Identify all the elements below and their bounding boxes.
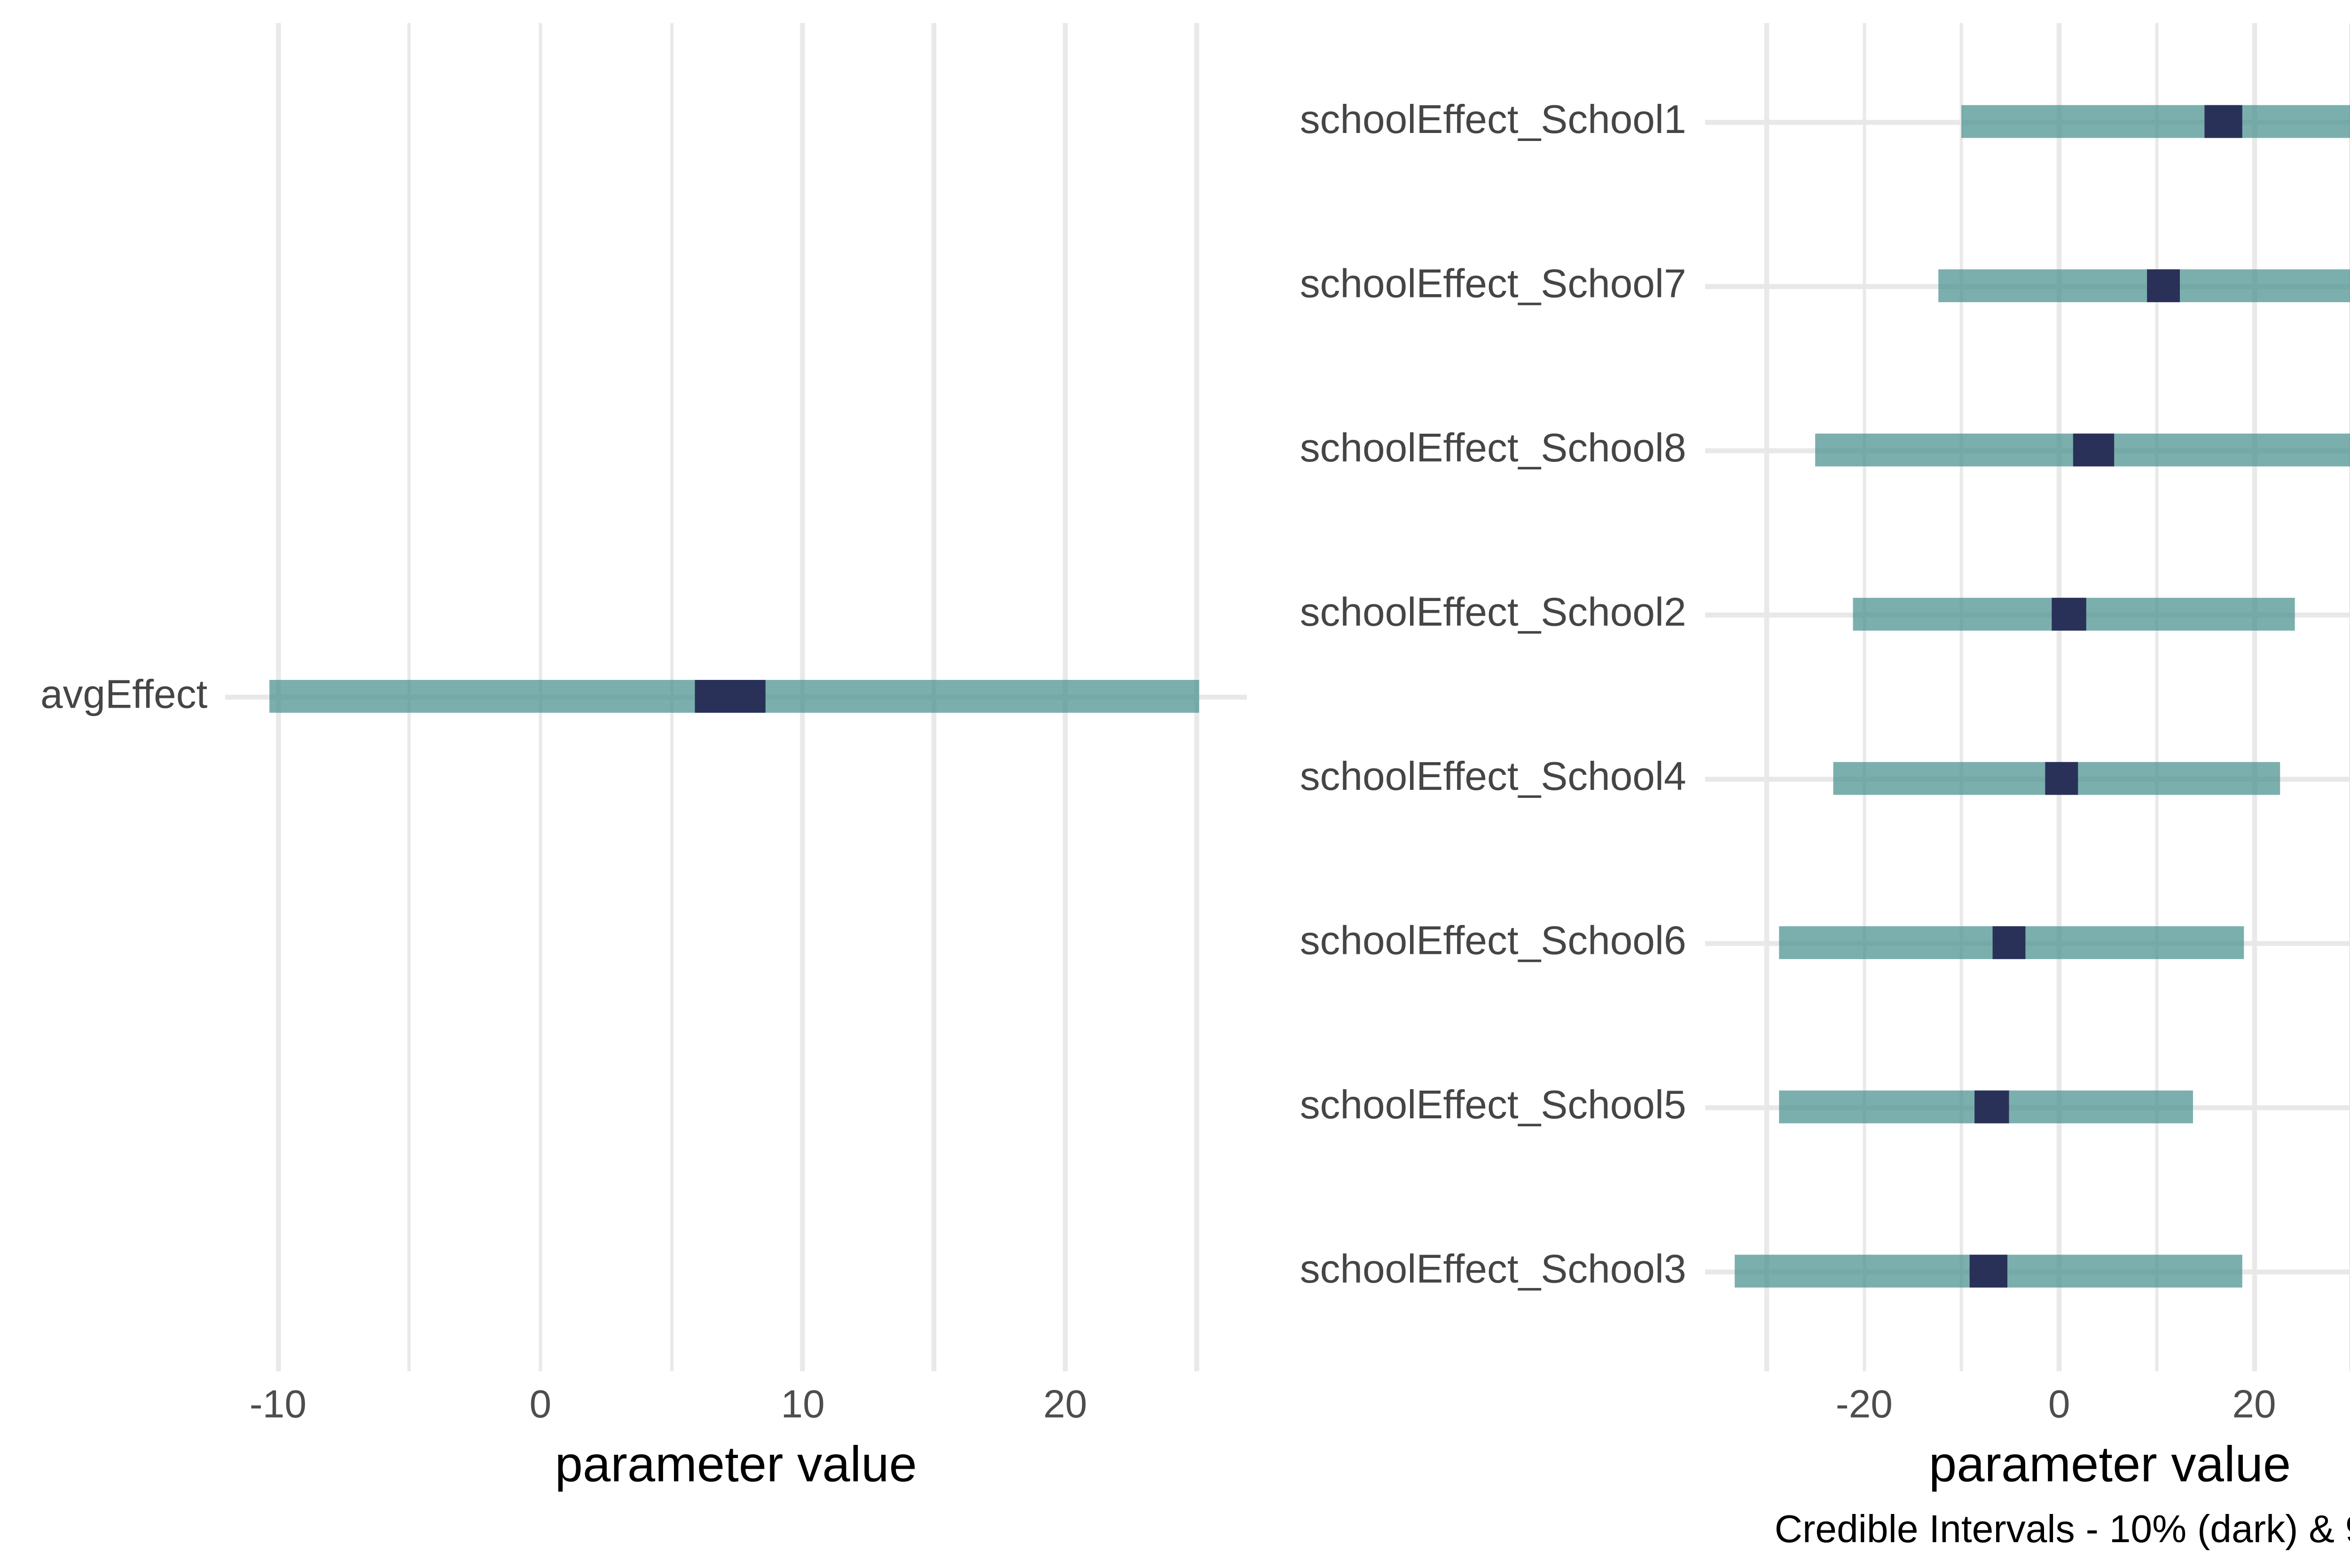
x-tick-label: 10 [781,1383,825,1428]
outer-interval-schoolEffect_School1 [1960,105,2350,139]
x-tick-label: 0 [529,1383,552,1428]
y-axis-label: schoolEffect_School7 [1300,263,1686,308]
x-tick-label: 0 [2048,1383,2070,1428]
inner-interval-schoolEffect_School4 [2045,762,2079,796]
gridline-x-0 [2057,23,2061,1371]
inner-interval-schoolEffect_School3 [1969,1255,2008,1288]
x-tick-label: -10 [249,1383,307,1428]
y-axis-label: schoolEffect_School6 [1300,920,1686,965]
gridline-x--20 [1862,23,1866,1371]
x-tick-label: -20 [1835,1383,1893,1428]
inner-interval-schoolEffect_School1 [2204,105,2242,139]
gridline-x--10 [1959,23,1964,1371]
inner-interval-schoolEffect_School2 [2051,598,2086,632]
gridline-x-20 [2252,23,2256,1371]
inner-interval-schoolEffect_School8 [2074,434,2114,467]
caption: Credible Intervals - 10% (dark) & 90% (l… [1774,1507,2350,1551]
y-axis-label: schoolEffect_School5 [1300,1084,1686,1129]
inner-interval-schoolEffect_School5 [1974,1091,2009,1124]
y-axis-label: schoolEffect_School4 [1300,756,1686,800]
y-axis-label: schoolEffect_School3 [1300,1248,1686,1293]
inner-interval-schoolEffect_School7 [2146,269,2179,303]
plot-panel-left [225,23,1246,1371]
plot-panel-right [1704,23,2350,1371]
gridline-x-10 [2154,23,2159,1371]
outer-interval-schoolEffect_School7 [1938,269,2350,303]
y-axis-label: avgEffect [40,673,208,718]
inner-interval-avgEffect [695,680,766,713]
gridline-x--30 [1764,23,1769,1371]
inner-interval-schoolEffect_School6 [1992,926,2026,960]
y-axis-label: schoolEffect_School2 [1300,591,1686,636]
x-tick-label: 20 [2232,1383,2276,1428]
x-tick-label: 20 [1043,1383,1088,1428]
x-axis-title-right: parameter value [1928,1437,2291,1493]
x-axis-title-left: parameter value [555,1437,917,1493]
y-axis-label: schoolEffect_School1 [1300,99,1686,143]
y-axis-label: schoolEffect_School8 [1300,427,1686,472]
